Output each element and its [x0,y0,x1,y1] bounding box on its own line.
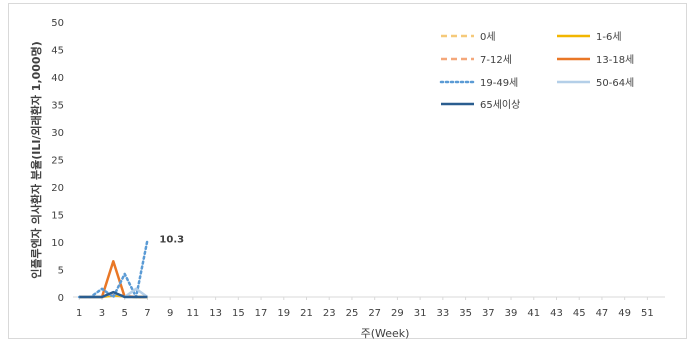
x-tick-label: 9 [167,308,173,319]
x-axis-label: 주(Week) [361,327,410,339]
legend-label: 13-18세 [596,54,634,66]
x-tick-label: 1 [76,308,82,319]
x-tick-label: 3 [99,308,105,319]
legend-label: 1-6세 [596,31,622,43]
x-tick-label: 45 [573,308,586,319]
x-tick-label: 19 [277,308,290,319]
x-tick-label: 41 [527,308,540,319]
y-tick-label: 40 [51,73,64,84]
y-axis-label: 인플루엔자 의사환자 분율(ILI/외래환자 1,000명) [29,41,43,278]
legend-label: 65세이상 [480,99,520,111]
x-tick-label: 5 [122,308,128,319]
x-tick-label: 7 [144,308,150,319]
x-tick-label: 29 [391,308,404,319]
y-tick-label: 50 [51,18,64,29]
chart-border [8,3,687,339]
y-tick-label: 15 [51,211,64,222]
y-tick-label: 20 [51,183,64,194]
x-tick-label: 33 [436,308,449,319]
y-tick-label: 45 [51,46,64,57]
y-tick-label: 10 [51,238,64,249]
legend-label: 50-64세 [596,77,634,89]
x-tick-label: 43 [550,308,563,319]
series-line-65 [79,290,148,299]
x-tick-label: 23 [323,308,336,319]
x-tick-label: 25 [346,308,359,319]
x-tick-label: 11 [187,308,200,319]
x-tick-label: 39 [505,308,518,319]
x-tick-label: 47 [596,308,609,319]
x-tick-label: 15 [232,308,245,319]
data-label: 10.3 [159,234,184,245]
x-tick-label: 51 [641,308,654,319]
y-tick-label: 0 [58,293,64,304]
y-tick-label: 25 [51,156,64,167]
series-lines: 10.3 [77,234,184,299]
x-tick-label: 21 [300,308,313,319]
x-tick-label: 31 [414,308,427,319]
y-tick-label: 30 [51,128,64,139]
x-tick-label: 17 [255,308,268,319]
x-tick-label: 35 [459,308,472,319]
legend-label: 0세 [480,31,496,43]
legend-label: 19-49세 [480,77,518,89]
legend-label: 7-12세 [480,54,512,66]
x-tick-label: 13 [209,308,222,319]
y-tick-label: 5 [58,266,64,277]
y-tick-label: 35 [51,101,64,112]
x-tick-label: 37 [482,308,495,319]
x-tick-label: 27 [368,308,381,319]
legend: 0세 1-6세 7-12세 13-18세 19-49세 50-64세 65세이상 [439,31,634,111]
x-tick-label: 49 [618,308,631,319]
